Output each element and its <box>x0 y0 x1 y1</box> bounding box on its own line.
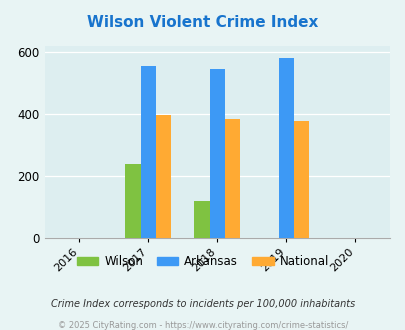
Bar <box>194 201 209 238</box>
Bar <box>278 58 293 238</box>
Bar <box>293 121 308 238</box>
Bar <box>224 119 239 238</box>
Text: Crime Index corresponds to incidents per 100,000 inhabitants: Crime Index corresponds to incidents per… <box>51 299 354 309</box>
Text: © 2025 CityRating.com - https://www.cityrating.com/crime-statistics/: © 2025 CityRating.com - https://www.city… <box>58 321 347 330</box>
Bar <box>140 66 156 238</box>
Text: Wilson Violent Crime Index: Wilson Violent Crime Index <box>87 15 318 30</box>
Bar <box>156 115 171 238</box>
Legend: Wilson, Arkansas, National: Wilson, Arkansas, National <box>72 250 333 273</box>
Bar <box>209 69 224 238</box>
Bar <box>125 163 140 238</box>
